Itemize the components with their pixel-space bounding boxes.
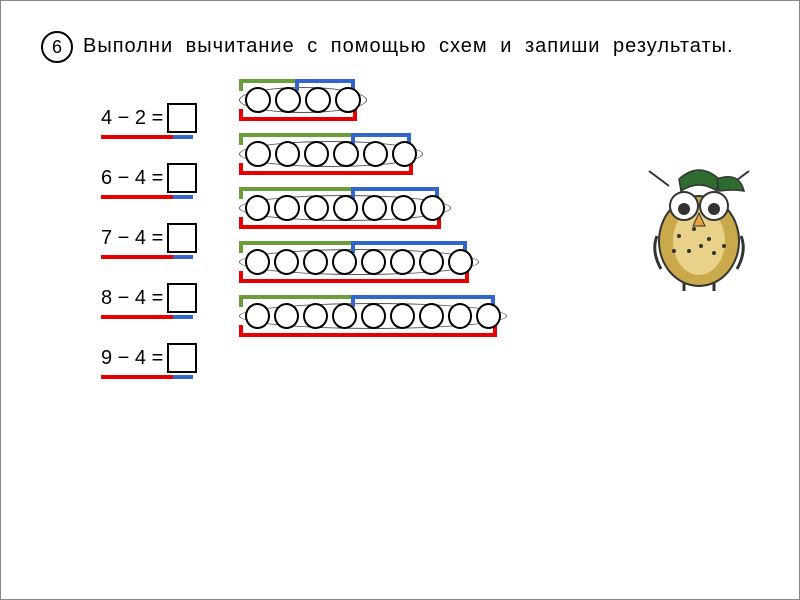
circle-unit xyxy=(476,303,501,329)
circle-unit xyxy=(335,87,361,113)
equation-text: 6 − 4 = xyxy=(101,167,163,190)
task-text: Выполни вычитание с помощью схем и запиш… xyxy=(83,31,734,61)
circle-unit xyxy=(304,195,329,221)
red-underline xyxy=(101,315,173,319)
red-underline xyxy=(101,135,173,139)
red-underline xyxy=(101,375,173,379)
circle-unit xyxy=(332,303,357,329)
diagrams-column xyxy=(237,83,509,333)
red-underline xyxy=(101,195,173,199)
circle-unit xyxy=(363,141,388,167)
circle-unit xyxy=(448,249,473,275)
equation-row: 7 − 4 = xyxy=(101,223,197,253)
answer-box[interactable] xyxy=(167,103,197,133)
circle-unit xyxy=(448,303,473,329)
circle-unit xyxy=(245,141,270,167)
task-number: 6 xyxy=(52,37,62,58)
circle-unit xyxy=(420,195,445,221)
circle-unit xyxy=(361,303,386,329)
equation-row: 8 − 4 = xyxy=(101,283,197,313)
equation-text: 8 − 4 = xyxy=(101,287,163,310)
answer-box[interactable] xyxy=(167,223,197,253)
answer-box[interactable] xyxy=(167,283,197,313)
circle-unit xyxy=(274,195,299,221)
circle-unit xyxy=(333,141,358,167)
equation-text: 4 − 2 = xyxy=(101,107,163,130)
circle-unit xyxy=(392,141,417,167)
circle-diagram xyxy=(237,137,425,171)
circle-unit xyxy=(303,303,328,329)
answer-box[interactable] xyxy=(167,343,197,373)
owl-illustration xyxy=(639,151,759,291)
equation-text: 9 − 4 = xyxy=(101,347,163,370)
circle-unit xyxy=(274,303,299,329)
equation-row: 4 − 2 = xyxy=(101,103,197,133)
answer-box[interactable] xyxy=(167,163,197,193)
circle-diagram xyxy=(237,191,453,225)
equation-row: 6 − 4 = xyxy=(101,163,197,193)
circle-unit xyxy=(275,141,300,167)
circle-unit xyxy=(362,195,387,221)
equation-text: 7 − 4 = xyxy=(101,227,163,250)
circle-unit xyxy=(419,303,444,329)
equations-column: 4 − 2 = 6 − 4 = 7 − 4 = 8 − 4 = 9 − 4 = xyxy=(101,103,197,373)
task-number-circle: 6 xyxy=(41,31,73,63)
circle-unit xyxy=(390,303,415,329)
equation-row: 9 − 4 = xyxy=(101,343,197,373)
circle-unit xyxy=(304,141,329,167)
circle-diagram xyxy=(237,245,481,279)
circle-unit xyxy=(245,303,270,329)
red-underline xyxy=(101,255,173,259)
circle-diagram xyxy=(237,83,369,117)
circle-unit xyxy=(333,195,358,221)
task-header: 6 Выполни вычитание с помощью схем и зап… xyxy=(41,31,759,63)
circle-unit xyxy=(391,195,416,221)
circle-diagram xyxy=(237,299,509,333)
